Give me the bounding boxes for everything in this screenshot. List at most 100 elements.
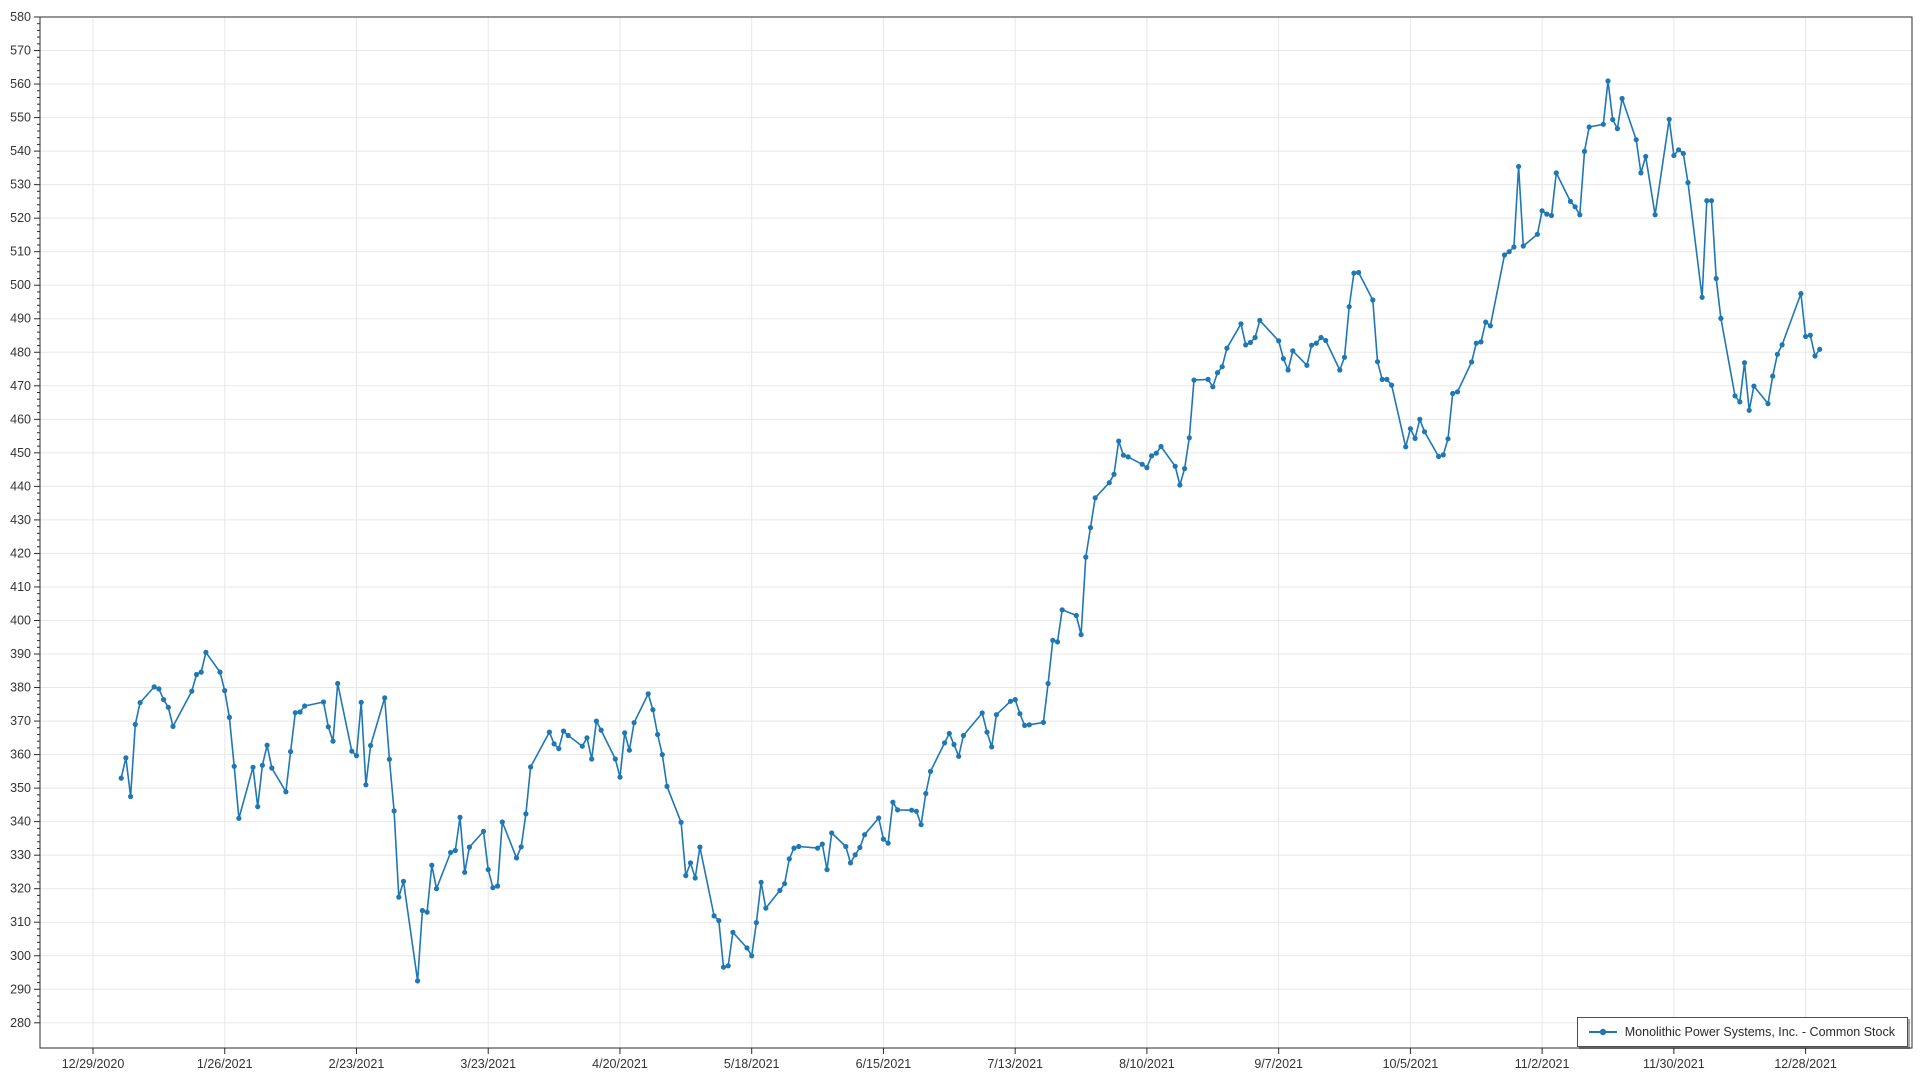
data-point [452, 847, 458, 854]
data-point [528, 764, 534, 770]
data-point [1078, 632, 1084, 638]
data-point [711, 913, 717, 919]
data-point [1520, 243, 1526, 249]
y-axis-label: 580 [10, 10, 31, 24]
data-point [1699, 294, 1705, 300]
data-point [730, 929, 736, 935]
data-point [1111, 471, 1117, 477]
data-point [1807, 332, 1813, 338]
axis-ticks [34, 16, 1807, 1054]
data-point [1073, 612, 1079, 619]
data-point [320, 699, 327, 705]
y-axis-label: 360 [10, 748, 31, 762]
y-axis-label: 390 [10, 647, 31, 661]
data-point [1534, 231, 1540, 237]
data-point [697, 844, 703, 850]
data-point [1356, 269, 1362, 276]
data-point [1798, 291, 1804, 297]
y-axis-label: 430 [10, 513, 31, 527]
data-point [777, 887, 783, 894]
data-point [1172, 463, 1178, 469]
data-point [429, 862, 435, 868]
data-point [283, 789, 289, 795]
y-axis-label: 550 [10, 111, 31, 125]
data-point [349, 748, 355, 754]
y-axis-label: 490 [10, 312, 31, 326]
data-point [415, 978, 421, 984]
data-point [782, 881, 788, 887]
data-point [1144, 465, 1150, 471]
data-point [523, 811, 529, 817]
data-point [593, 718, 600, 724]
x-axis-label: 3/23/2021 [460, 1057, 516, 1071]
data-point [876, 815, 882, 821]
series-line [120, 80, 1821, 982]
data-point [589, 756, 595, 762]
data-point [843, 843, 849, 850]
x-axis-label: 5/18/2021 [724, 1057, 780, 1071]
data-point [1341, 354, 1348, 360]
x-axis-label: 10/5/2021 [1383, 1057, 1439, 1071]
series-markers [118, 78, 1823, 984]
data-point [1205, 376, 1211, 382]
y-axis-label: 330 [10, 848, 31, 862]
data-point [753, 920, 760, 926]
data-point [424, 909, 430, 915]
data-point [255, 804, 261, 810]
y-axis-label: 310 [10, 915, 31, 929]
data-point [1374, 359, 1381, 365]
data-point [1050, 637, 1056, 643]
y-axis-label: 290 [10, 982, 31, 996]
data-point [1516, 163, 1522, 170]
data-point [236, 815, 242, 821]
data-point [1412, 435, 1418, 441]
data-point [659, 752, 665, 758]
data-point [1440, 452, 1446, 458]
data-point [1506, 249, 1512, 255]
data-point [687, 860, 694, 866]
x-axis-label: 6/15/2021 [856, 1057, 912, 1071]
data-point [292, 710, 298, 716]
data-point [193, 671, 200, 678]
data-point [758, 879, 764, 885]
data-point [1577, 212, 1583, 218]
data-point [1501, 252, 1508, 258]
data-point [631, 720, 637, 726]
data-point [353, 753, 360, 759]
x-axis-label: 11/2/2021 [1515, 1057, 1570, 1071]
data-point [189, 688, 195, 694]
data-point [763, 905, 769, 911]
data-point [857, 844, 863, 851]
data-point [617, 774, 623, 780]
data-point [1600, 121, 1606, 127]
data-point [951, 741, 957, 748]
y-axis-label: 350 [10, 781, 31, 795]
data-point [1191, 377, 1197, 383]
data-point [1638, 170, 1644, 176]
data-point [1219, 364, 1225, 370]
data-point [923, 790, 929, 797]
data-point [1214, 370, 1221, 376]
data-point [1676, 147, 1682, 153]
y-axis-label: 420 [10, 546, 31, 560]
data-point [645, 691, 651, 697]
data-point [993, 712, 1000, 718]
data-point [1040, 719, 1046, 726]
data-point [1741, 360, 1748, 366]
data-point [1257, 317, 1263, 323]
data-point [1511, 244, 1517, 250]
data-point [1680, 150, 1686, 157]
x-axis-label: 12/28/2021 [1774, 1057, 1837, 1071]
data-point [678, 819, 684, 825]
data-point [913, 808, 920, 814]
data-point [546, 729, 553, 735]
data-point [1017, 711, 1023, 717]
x-axis-label: 12/29/2020 [62, 1057, 125, 1071]
data-point [1619, 95, 1625, 102]
data-point [1450, 390, 1456, 397]
x-axis-label: 8/10/2021 [1119, 1057, 1175, 1071]
x-axis-label: 1/26/2021 [197, 1057, 253, 1071]
data-point [895, 807, 901, 813]
data-point [1106, 480, 1112, 486]
data-point [1407, 426, 1413, 432]
